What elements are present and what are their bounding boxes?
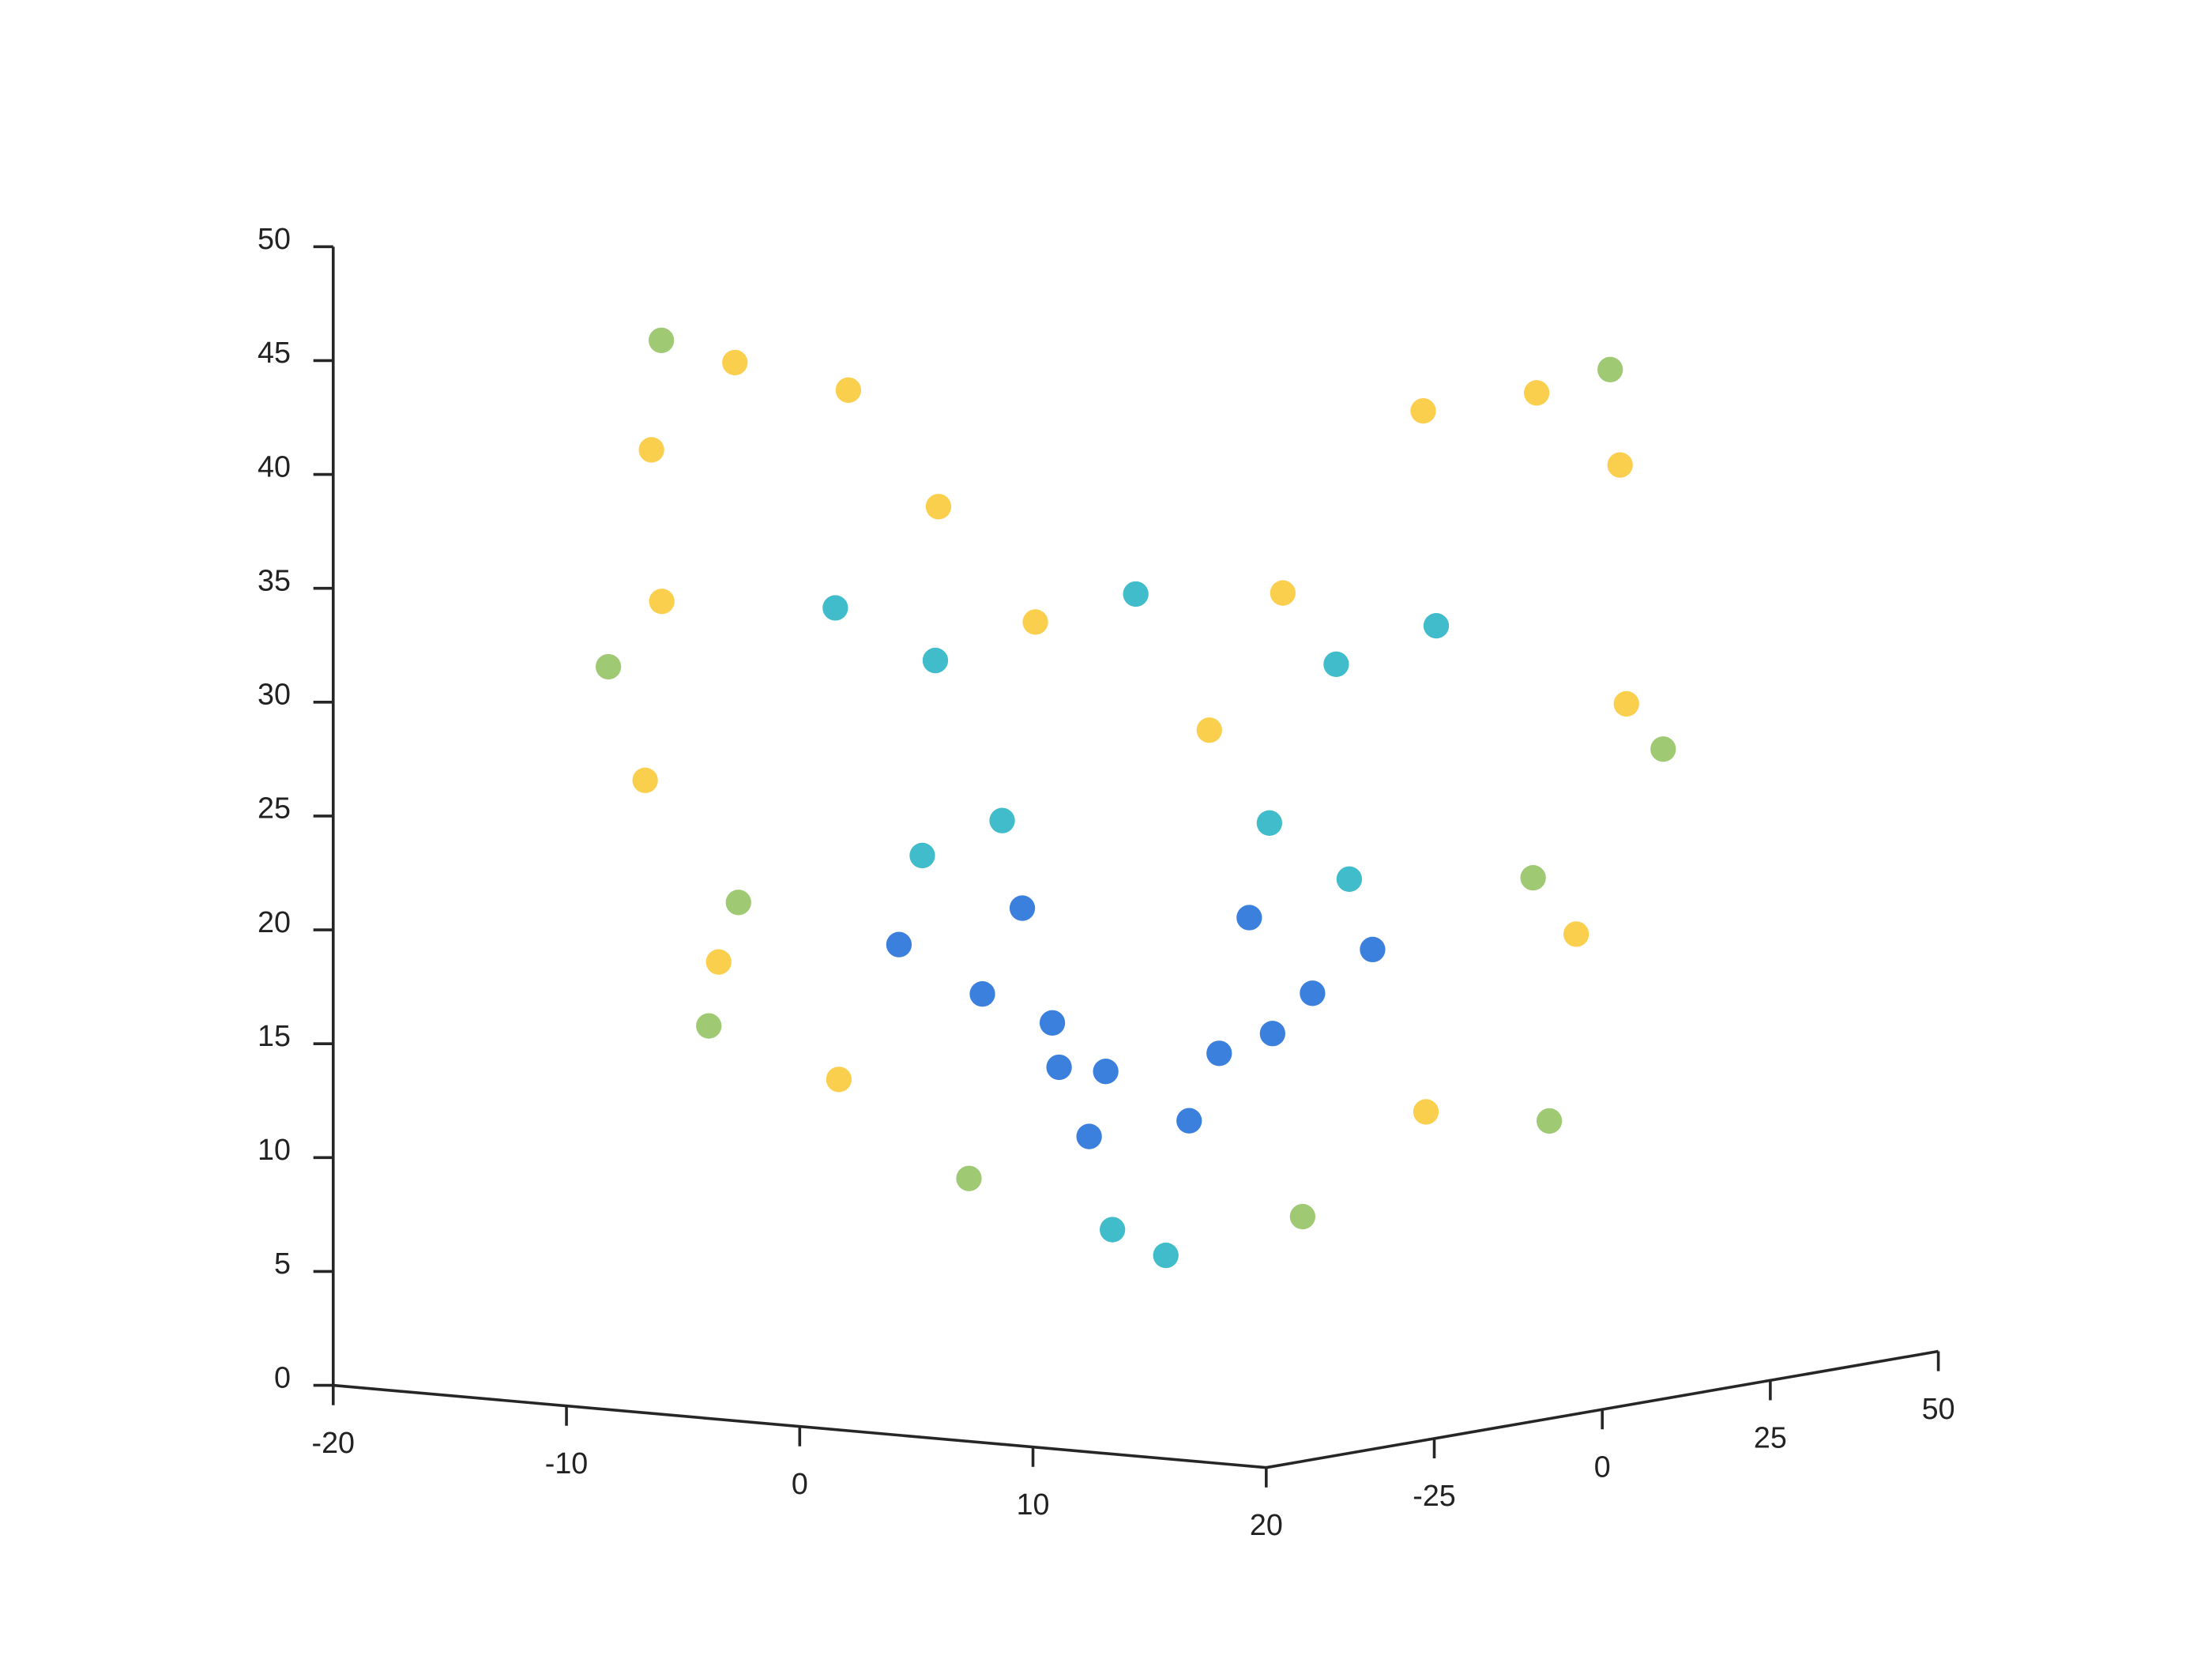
point	[1206, 1040, 1232, 1066]
x-tick-label: 20	[1250, 1508, 1283, 1541]
point	[1650, 736, 1676, 762]
z-tick-label: 45	[258, 336, 291, 369]
z-tick-label: 35	[258, 563, 291, 596]
point	[705, 949, 732, 975]
z-tick-label: 50	[258, 222, 291, 255]
point	[1410, 397, 1436, 424]
point	[1413, 1099, 1439, 1125]
y-tick-label: -25	[1413, 1479, 1455, 1512]
point	[1009, 895, 1036, 921]
point	[1046, 1054, 1072, 1081]
x-tick-label: 0	[792, 1467, 808, 1500]
point	[1259, 1021, 1285, 1047]
point	[822, 595, 848, 621]
point	[1607, 452, 1633, 478]
point	[1323, 651, 1349, 677]
point	[1336, 866, 1363, 892]
point	[1039, 1010, 1066, 1036]
point	[826, 1066, 852, 1093]
point	[1536, 1108, 1563, 1134]
point	[1123, 581, 1149, 608]
z-tick-label: 5	[274, 1247, 291, 1280]
z-tick-label: 40	[258, 450, 291, 483]
point	[1270, 580, 1296, 606]
point	[1076, 1123, 1102, 1149]
z-tick-label: 0	[274, 1360, 291, 1394]
x-tick-label: -20	[312, 1426, 355, 1459]
point	[886, 931, 912, 957]
y-tick-label: 25	[1754, 1421, 1787, 1454]
point	[1563, 921, 1589, 947]
x-tick-label: 10	[1017, 1488, 1050, 1521]
z-tick-label: 10	[258, 1133, 291, 1166]
point	[1289, 1203, 1316, 1230]
z-tick-label: 15	[258, 1019, 291, 1052]
point	[632, 767, 658, 793]
point	[696, 1013, 722, 1039]
point	[725, 890, 751, 916]
point	[922, 647, 949, 674]
point	[1022, 609, 1048, 635]
x-tick-label: -10	[545, 1446, 588, 1480]
z-tick-label: 25	[258, 792, 291, 825]
point	[649, 327, 675, 353]
y-tick-label: 50	[1922, 1392, 1955, 1425]
point	[638, 437, 664, 463]
point	[1256, 810, 1282, 836]
point	[1613, 690, 1639, 717]
point	[1236, 905, 1262, 931]
z-tick-label: 20	[258, 905, 291, 939]
point	[1153, 1242, 1179, 1269]
point	[595, 653, 622, 680]
point	[1423, 612, 1450, 639]
point	[1300, 980, 1326, 1006]
point	[956, 1165, 982, 1191]
point	[1360, 936, 1386, 963]
point	[835, 377, 862, 403]
point	[649, 589, 675, 615]
point	[969, 981, 995, 1007]
point	[1100, 1217, 1126, 1243]
point	[1093, 1059, 1119, 1085]
point	[722, 349, 748, 376]
point	[909, 842, 935, 869]
z-tick-label: 30	[258, 678, 291, 711]
point	[1176, 1108, 1202, 1134]
point	[1196, 717, 1222, 743]
point	[1520, 864, 1546, 891]
y-tick-label: 0	[1594, 1450, 1611, 1483]
point	[1523, 380, 1550, 406]
point	[1597, 356, 1623, 382]
point	[989, 807, 1015, 833]
point	[925, 494, 952, 520]
